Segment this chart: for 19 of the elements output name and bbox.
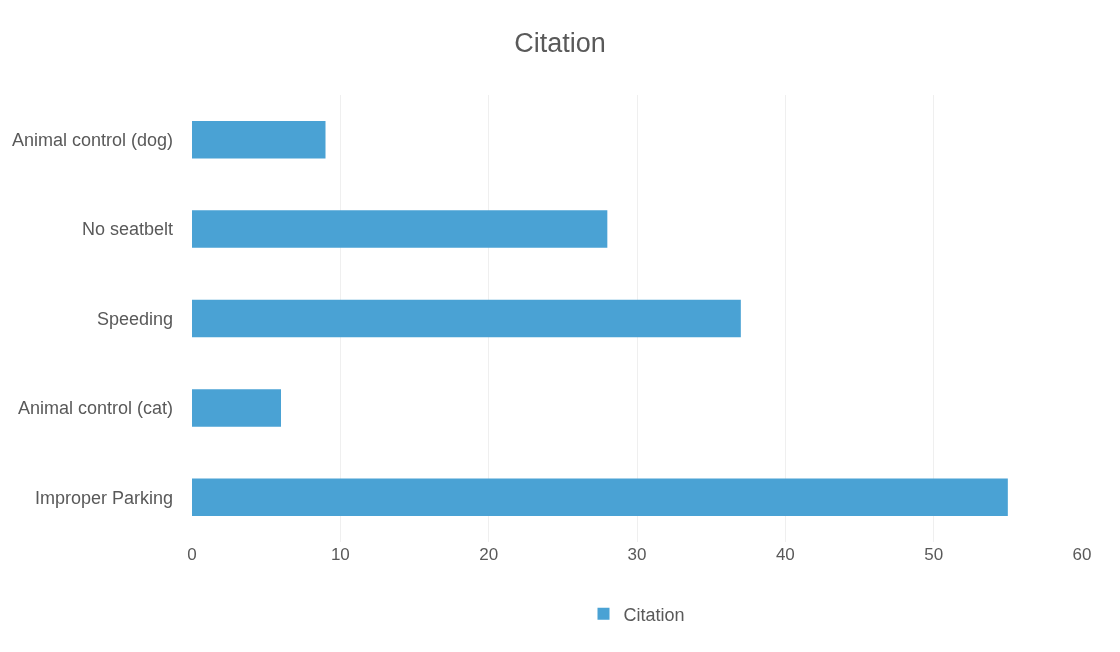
x-tick-label: 50 [924, 545, 944, 564]
y-tick-label: Animal control (dog) [11, 130, 173, 150]
x-tick-label: 40 [775, 545, 795, 564]
y-tick-label: No seatbelt [81, 219, 173, 240]
x-tick-label: 20 [479, 545, 499, 564]
bar [192, 478, 1008, 517]
x-tick-label: 10 [330, 545, 350, 564]
y-tick-label: Animal control (cat) [17, 398, 173, 419]
chart-title: Citation [514, 27, 606, 58]
x-tick-label: 0 [187, 545, 197, 564]
legend-label: Citation [623, 604, 685, 625]
y-tick-label: Improper Parking [34, 487, 173, 508]
y-tick-label: Speeding [96, 308, 173, 329]
bar [192, 210, 608, 248]
bar [192, 120, 326, 159]
bar [192, 299, 741, 338]
x-tick-label: 60 [1072, 545, 1092, 564]
bar [192, 389, 281, 427]
x-tick-label: 30 [627, 545, 647, 564]
